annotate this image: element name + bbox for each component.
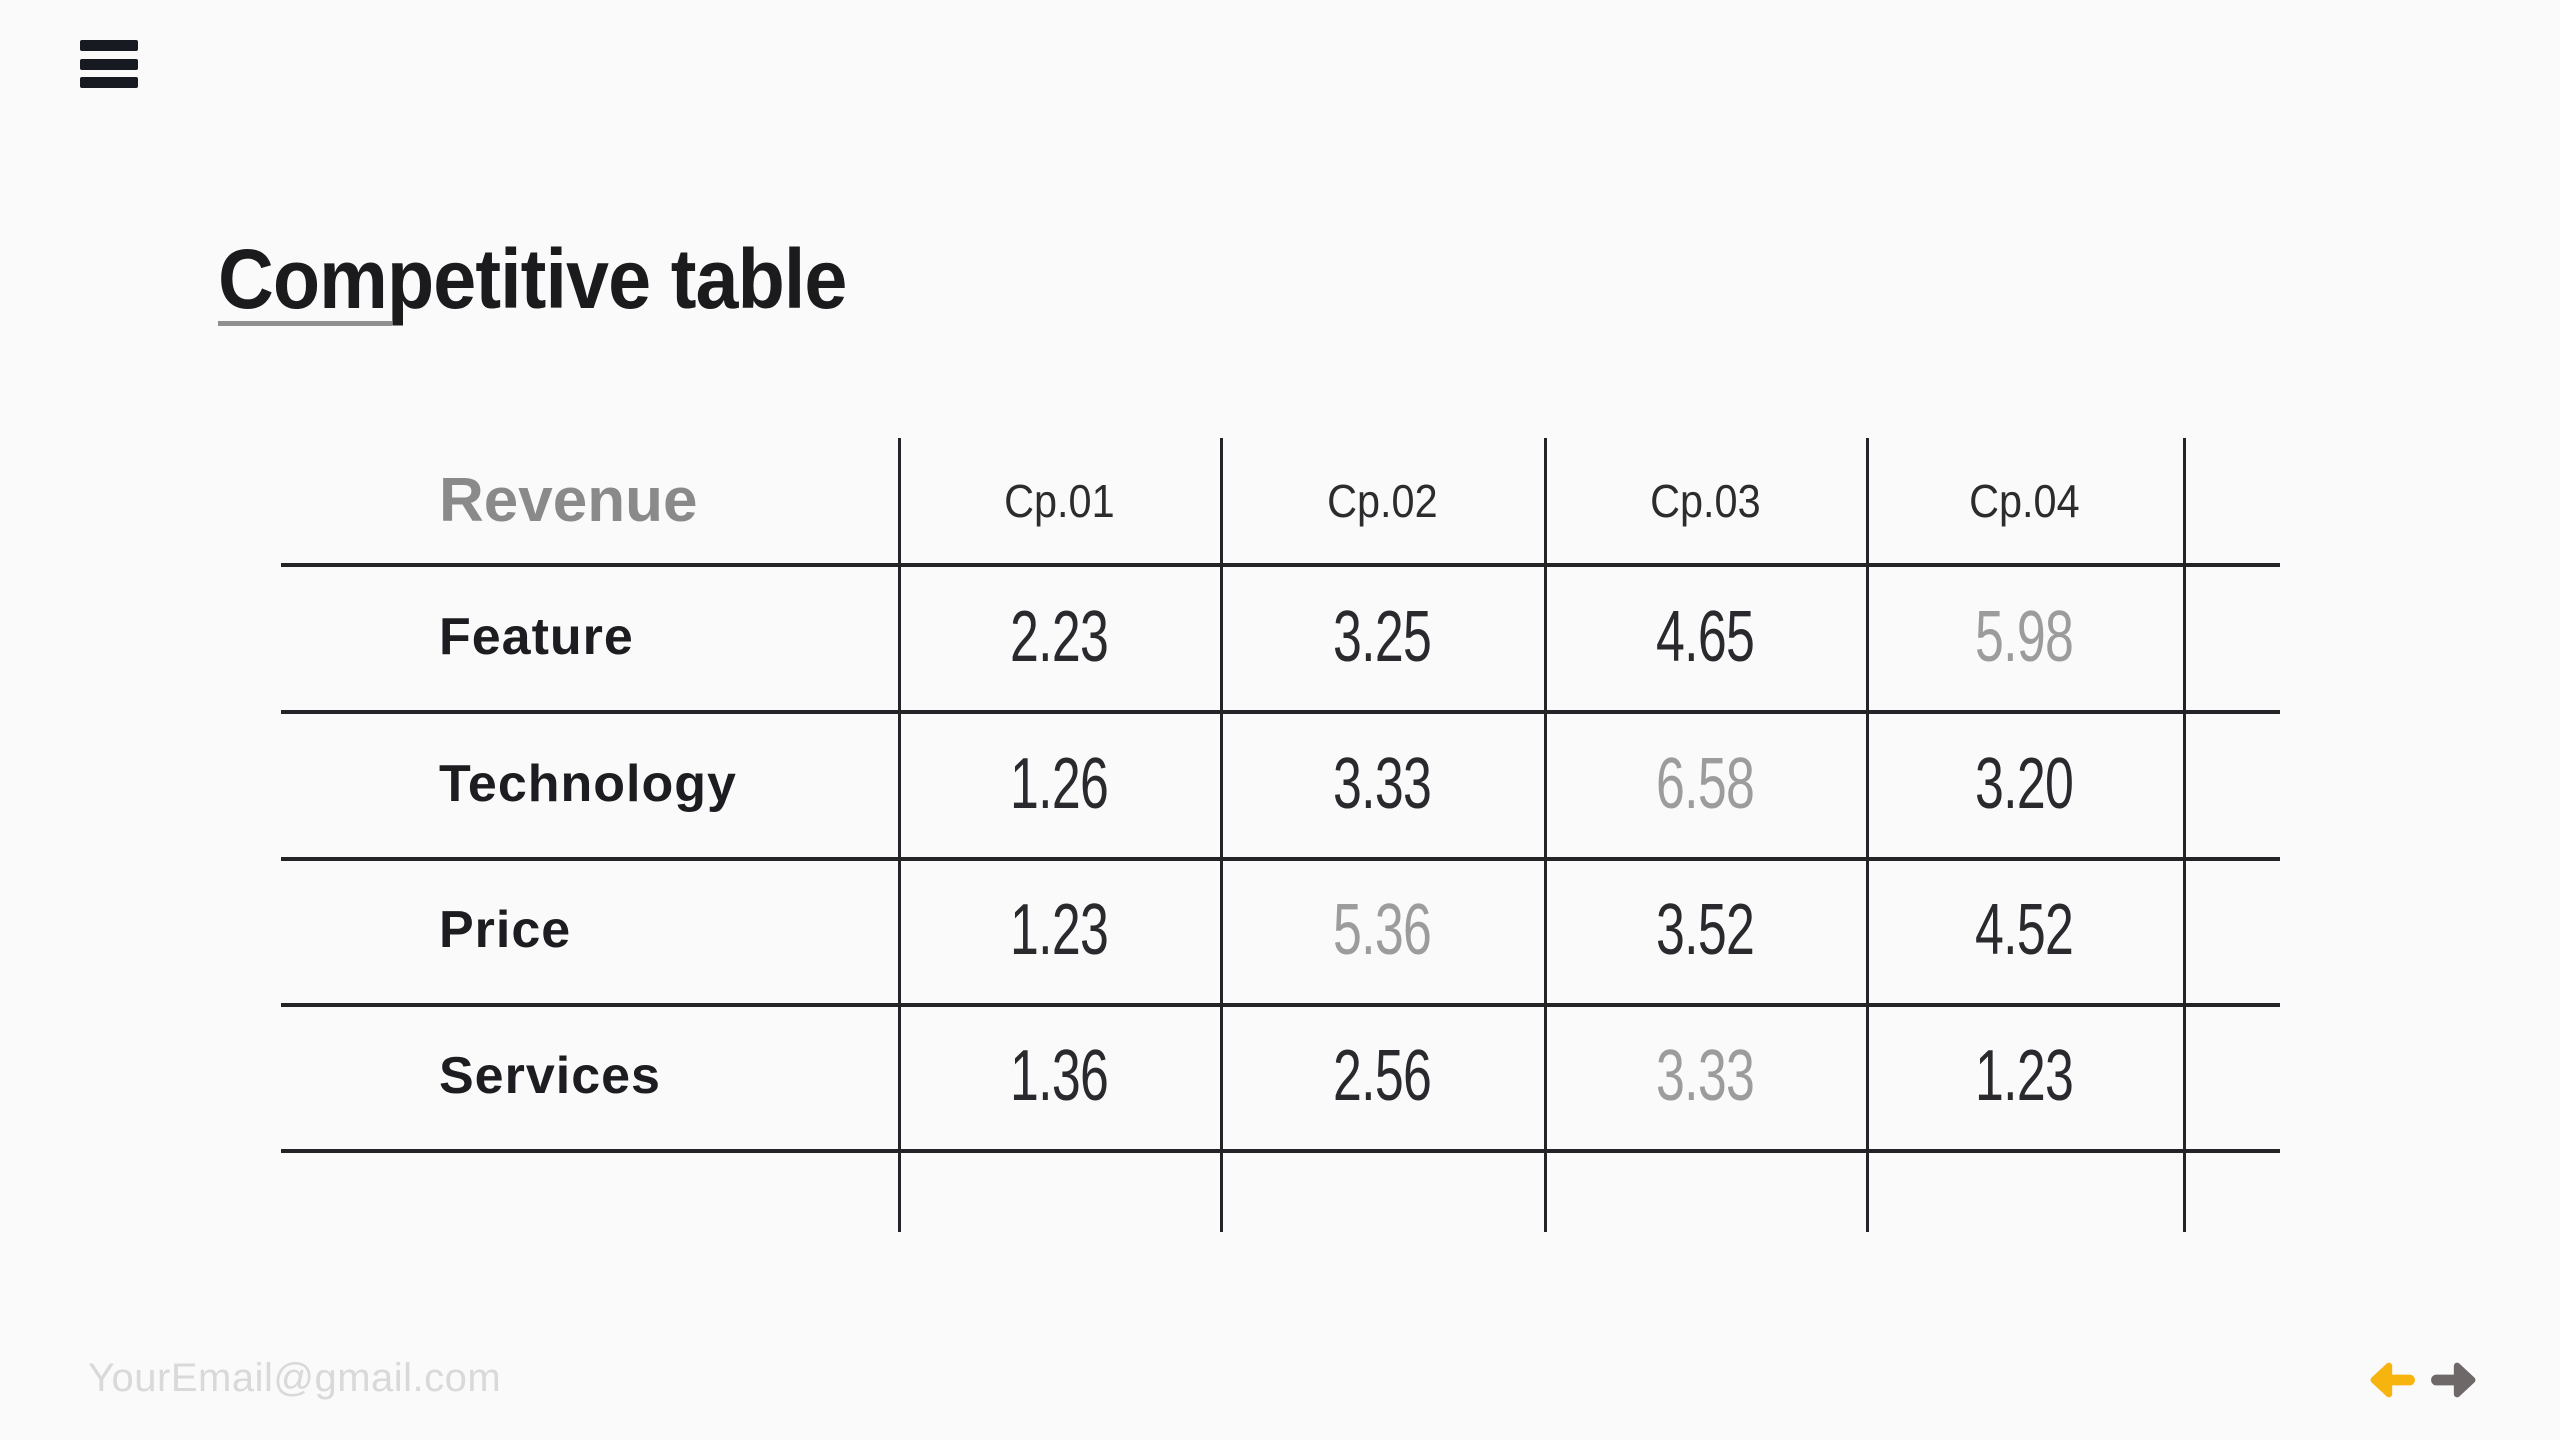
table-cell: 1.36 [1009,1036,1109,1116]
prev-slide-button[interactable] [2364,1354,2416,1406]
table-corner-label: Revenue [439,466,698,535]
column-header-cp01: Cp.01 [1003,474,1115,527]
table-corner-cell: Revenue [281,438,898,563]
table-rule-vertical [1544,438,1547,1232]
table-rule-horizontal [281,563,2280,567]
empty-cell [2183,1003,2280,1149]
arrow-left-icon [2370,1362,2415,1398]
table-cell: 1.23 [1009,890,1109,970]
row-label-cell: Price [281,857,898,1003]
row-label-cell: Technology [281,710,898,857]
table-cell: 1.23 [1975,1036,2074,1116]
table-rule-horizontal [281,1149,2280,1153]
footer-email: YourEmail@gmail.com [88,1356,502,1400]
table-cell: 3.20 [1975,743,2074,824]
menu-button[interactable] [80,40,138,88]
table-cell: 3.33 [1332,743,1432,824]
table-rule-vertical [898,438,901,1232]
next-slide-button[interactable] [2430,1354,2482,1406]
empty-cell [2183,438,2280,563]
competitive-table: Revenue Cp.01 Cp.02 Cp.03 Cp.04 Feature … [281,438,2280,1232]
column-header-cp03: Cp.03 [1649,474,1761,527]
row-label: Services [439,1047,661,1105]
table-cell: 4.52 [1975,890,2074,970]
table-cell: 6.58 [1655,743,1755,824]
column-header-cp02: Cp.02 [1326,474,1438,527]
table-cell: 4.65 [1655,596,1755,677]
table-cell: 2.56 [1332,1036,1432,1116]
page-title: Competitive table [218,232,847,326]
table-rule-horizontal [281,1003,2280,1007]
table-cell: 5.98 [1975,596,2074,677]
table-cell: 3.25 [1332,596,1432,677]
table-rule-horizontal [281,857,2280,861]
row-label: Feature [439,607,634,666]
row-label-cell: Services [281,1003,898,1149]
column-header-cp04: Cp.04 [1969,474,2080,527]
table-rule-vertical [1220,438,1223,1232]
table-rule-vertical [1866,438,1869,1232]
arrow-right-icon [2431,1362,2476,1398]
empty-cell [2183,710,2280,857]
empty-cell [2183,563,2280,710]
table-rule-horizontal [281,710,2280,714]
row-label: Price [439,901,572,959]
empty-cell [2183,857,2280,1003]
table-grid: Revenue Cp.01 Cp.02 Cp.03 Cp.04 Feature … [281,438,2280,1232]
table-cell: 5.36 [1332,890,1432,970]
row-label-cell: Feature [281,563,898,710]
row-label: Technology [439,754,737,813]
title-underline [218,321,392,326]
table-cell: 3.33 [1655,1036,1755,1116]
table-rule-vertical [2183,438,2186,1232]
table-cell: 2.23 [1009,596,1109,677]
table-cell: 3.52 [1655,890,1755,970]
table-cell: 1.26 [1009,743,1109,824]
